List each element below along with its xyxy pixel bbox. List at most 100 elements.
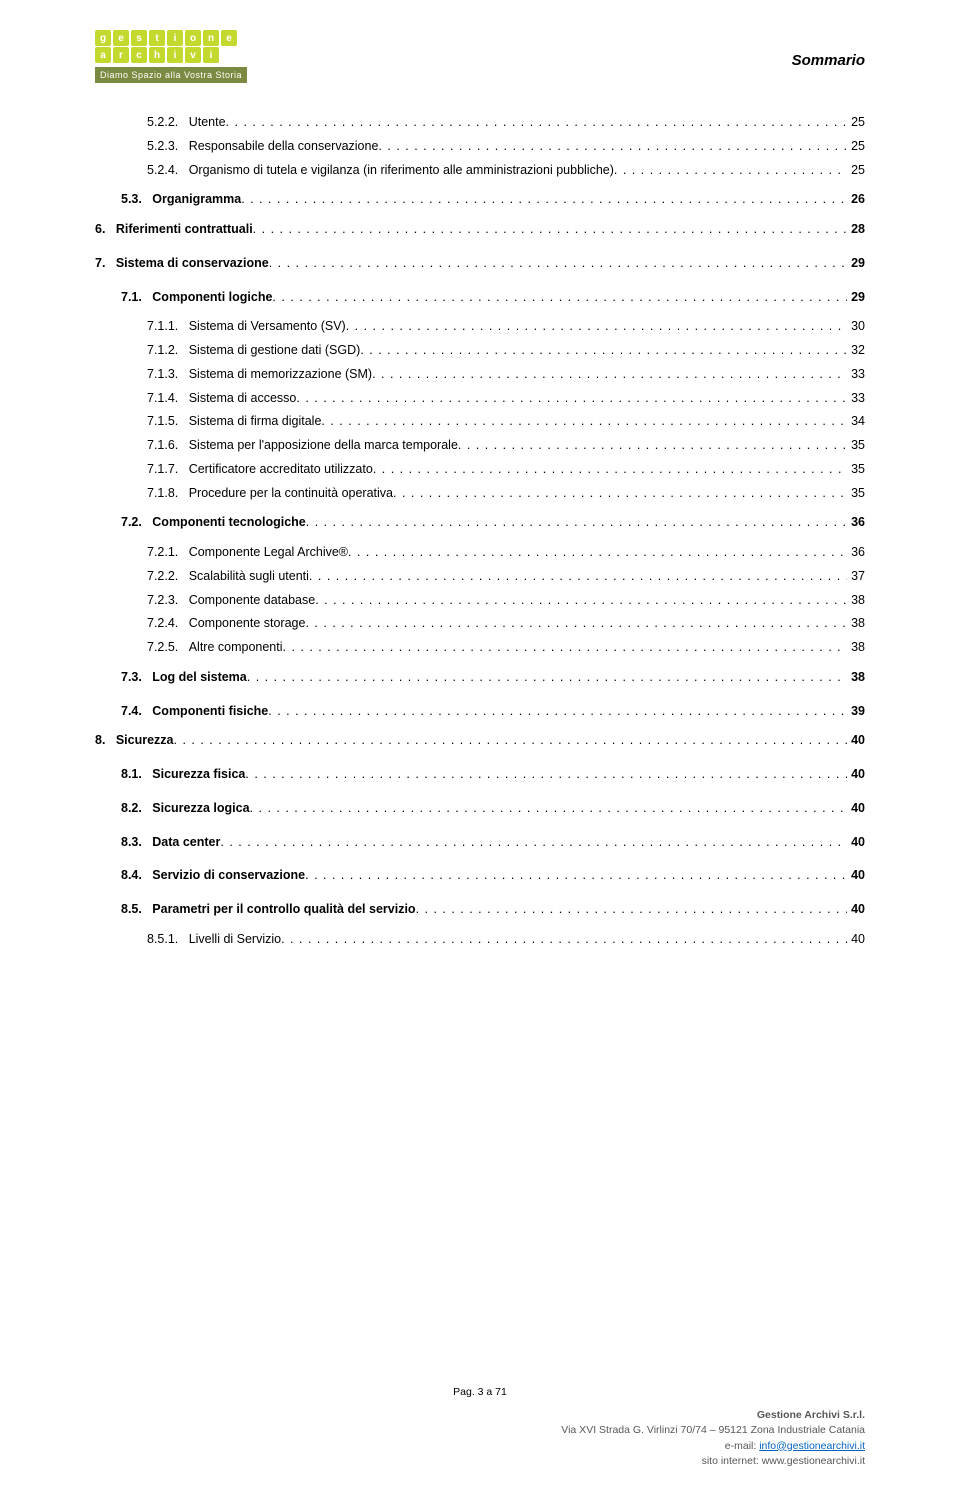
toc-entry[interactable]: 7.1.5. Sistema di firma digitale 34	[95, 410, 865, 434]
page-indicator: Pag. 3 a 71	[95, 1386, 865, 1398]
toc-page-number: 35	[847, 482, 865, 506]
page-title: Sommario	[792, 52, 865, 69]
toc-number: 7.2.3.	[147, 589, 189, 613]
email-link[interactable]: info@gestionearchivi.it	[759, 1440, 865, 1452]
toc-leader-dots	[220, 831, 847, 855]
toc-entry[interactable]: 6. Riferimenti contrattuali 28	[95, 218, 865, 242]
toc-number: 7.1.3.	[147, 363, 189, 387]
toc-number: 7.2.1.	[147, 541, 189, 565]
page-footer: Pag. 3 a 71 Gestione Archivi S.r.l. Via …	[95, 1386, 865, 1469]
toc-entry[interactable]: 7.2. Componenti tecnologiche 36	[95, 511, 865, 535]
toc-leader-dots	[372, 363, 847, 387]
toc-gap	[95, 888, 865, 898]
toc-entry[interactable]: 8.1. Sicurezza fisica 40	[95, 763, 865, 787]
toc-leader-dots	[315, 589, 847, 613]
toc-label: Sistema di gestione dati (SGD)	[189, 339, 361, 363]
toc-entry[interactable]: 7.1.6. Sistema per l'apposizione della m…	[95, 434, 865, 458]
toc-entry[interactable]: 7. Sistema di conservazione 29	[95, 252, 865, 276]
toc-page-number: 38	[847, 612, 865, 636]
toc-entry[interactable]: 5.3. Organigramma 26	[95, 188, 865, 212]
toc-leader-dots	[226, 111, 848, 135]
toc-page-number: 25	[847, 159, 865, 183]
toc-leader-dots	[378, 135, 847, 159]
toc-number: 7.2.2.	[147, 565, 189, 589]
toc-entry[interactable]: 8.2. Sicurezza logica 40	[95, 797, 865, 821]
toc-label: Altre componenti	[189, 636, 283, 660]
toc-number: 7.	[95, 252, 116, 276]
toc-leader-dots	[305, 612, 847, 636]
toc-number: 7.3.	[121, 666, 152, 690]
toc-leader-dots	[272, 286, 847, 310]
toc-leader-dots	[614, 159, 847, 183]
toc-entry[interactable]: 8.5.1. Livelli di Servizio 40	[95, 928, 865, 952]
logo-letter: i	[167, 47, 183, 63]
toc-number: 6.	[95, 218, 116, 242]
toc-entry[interactable]: 7.4. Componenti fisiche 39	[95, 700, 865, 724]
toc-entry[interactable]: 8.4. Servizio di conservazione 40	[95, 864, 865, 888]
toc-entry[interactable]: 7.2.2. Scalabilità sugli utenti 37	[95, 565, 865, 589]
toc-page-number: 36	[847, 541, 865, 565]
toc-entry[interactable]: 8.5. Parametri per il controllo qualità …	[95, 898, 865, 922]
toc-entry[interactable]: 5.2.2. Utente 25	[95, 111, 865, 135]
toc-gap	[95, 854, 865, 864]
toc-entry[interactable]: 7.2.1. Componente Legal Archive® 36	[95, 541, 865, 565]
toc-entry[interactable]: 7.2.4. Componente storage 38	[95, 612, 865, 636]
toc-entry[interactable]: 7.1. Componenti logiche 29	[95, 286, 865, 310]
toc-number: 7.1.4.	[147, 387, 189, 411]
logo-row-2: archivi	[95, 47, 247, 63]
toc-entry[interactable]: 7.2.3. Componente database 38	[95, 589, 865, 613]
website-label: sito internet:	[702, 1455, 762, 1467]
logo-row-1: gestione	[95, 30, 247, 46]
toc-entry[interactable]: 7.1.8. Procedure per la continuità opera…	[95, 482, 865, 506]
logo-letter: v	[185, 47, 201, 63]
toc-page-number: 26	[847, 188, 865, 212]
toc-label: Responsabile della conservazione	[189, 135, 379, 159]
toc-entry[interactable]: 7.1.4. Sistema di accesso 33	[95, 387, 865, 411]
logo: gestione archivi Diamo Spazio alla Vostr…	[95, 30, 247, 83]
toc-leader-dots	[268, 700, 847, 724]
toc-label: Sicurezza logica	[152, 797, 249, 821]
logo-letter: g	[95, 30, 111, 46]
toc-entry[interactable]: 5.2.4. Organismo di tutela e vigilanza (…	[95, 159, 865, 183]
logo-letter: n	[203, 30, 219, 46]
toc-entry[interactable]: 7.3. Log del sistema 38	[95, 666, 865, 690]
toc-page-number: 38	[847, 636, 865, 660]
toc-leader-dots	[346, 315, 847, 339]
logo-letter: c	[131, 47, 147, 63]
toc-entry[interactable]: 7.1.1. Sistema di Versamento (SV) 30	[95, 315, 865, 339]
toc-entry[interactable]: 5.2.3. Responsabile della conservazione …	[95, 135, 865, 159]
toc-label: Data center	[152, 831, 220, 855]
toc-number: 7.2.4.	[147, 612, 189, 636]
toc-page-number: 25	[847, 111, 865, 135]
table-of-contents: 5.2.2. Utente 255.2.3. Responsabile dell…	[95, 111, 865, 952]
toc-number: 8.4.	[121, 864, 152, 888]
toc-label: Sicurezza	[116, 729, 174, 753]
toc-leader-dots	[348, 541, 847, 565]
toc-entry[interactable]: 7.2.5. Altre componenti 38	[95, 636, 865, 660]
toc-leader-dots	[245, 763, 847, 787]
toc-leader-dots	[309, 565, 847, 589]
toc-page-number: 30	[847, 315, 865, 339]
toc-number: 8.5.	[121, 898, 152, 922]
toc-label: Componenti logiche	[152, 286, 272, 310]
toc-leader-dots	[174, 729, 848, 753]
toc-entry[interactable]: 8.3. Data center 40	[95, 831, 865, 855]
toc-page-number: 33	[847, 387, 865, 411]
logo-letter: o	[185, 30, 201, 46]
toc-entry[interactable]: 7.1.2. Sistema di gestione dati (SGD) 32	[95, 339, 865, 363]
toc-entry[interactable]: 7.1.3. Sistema di memorizzazione (SM) 33	[95, 363, 865, 387]
toc-label: Componente Legal Archive®	[189, 541, 348, 565]
toc-label: Sistema di conservazione	[116, 252, 269, 276]
toc-label: Scalabilità sugli utenti	[189, 565, 309, 589]
toc-leader-dots	[296, 387, 847, 411]
toc-entry[interactable]: 8. Sicurezza 40	[95, 729, 865, 753]
toc-label: Sistema di Versamento (SV)	[189, 315, 346, 339]
toc-leader-dots	[306, 511, 847, 535]
logo-letter: i	[203, 47, 219, 63]
toc-entry[interactable]: 7.1.7. Certificatore accreditato utilizz…	[95, 458, 865, 482]
logo-letter: a	[95, 47, 111, 63]
toc-label: Utente	[189, 111, 226, 135]
toc-gap	[95, 787, 865, 797]
toc-number: 7.1.5.	[147, 410, 189, 434]
toc-page-number: 38	[847, 589, 865, 613]
